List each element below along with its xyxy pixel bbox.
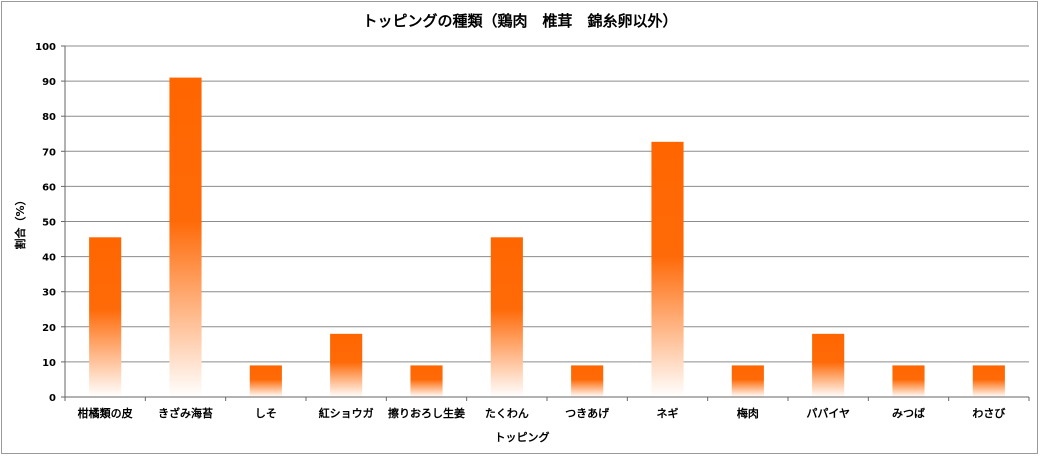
bar-8 xyxy=(731,365,764,397)
x-category-label: 擦りおろし生姜 xyxy=(388,406,465,420)
gridlines xyxy=(65,45,1029,363)
y-tick-label: 60 xyxy=(42,182,56,193)
bars xyxy=(89,77,1005,397)
y-tick-label: 0 xyxy=(49,393,56,404)
y-axis-label: 割合（%） xyxy=(13,194,27,249)
bar-1 xyxy=(169,77,202,397)
x-category-label: ネギ xyxy=(657,406,679,420)
x-category-label: 梅肉 xyxy=(737,406,759,420)
y-tick-label: 70 xyxy=(42,147,56,158)
y-tick-label: 100 xyxy=(35,42,56,53)
y-tick-label: 10 xyxy=(42,358,56,369)
x-category-label: きざみ海苔 xyxy=(158,406,213,420)
bar-10 xyxy=(892,365,925,397)
bar-11 xyxy=(972,365,1005,397)
x-category-label: 紅ショウガ xyxy=(319,406,374,420)
x-category-label: わさび xyxy=(972,406,1006,420)
x-axis-categories: 柑橘類の皮 きざみ海苔 しそ 紅ショウガ 擦りおろし生姜 たくわん つきあげ ネギ 梅肉 パパイヤ… xyxy=(64,397,1030,420)
bar-5 xyxy=(490,237,523,397)
x-category-label: つきあげ xyxy=(565,406,610,420)
y-tick-label: 30 xyxy=(42,288,56,299)
x-category-label: しそ xyxy=(255,407,277,420)
bar-3 xyxy=(330,333,363,397)
y-tick-label: 80 xyxy=(42,112,56,123)
bar-4 xyxy=(410,365,443,397)
x-category-label: パパイヤ xyxy=(806,407,850,420)
y-tick-label: 40 xyxy=(42,253,56,264)
x-category-label: たくわん xyxy=(485,407,529,420)
y-axis-ticks: 0 10 20 30 40 50 60 70 80 90 100 xyxy=(35,42,65,404)
bar-2 xyxy=(249,365,282,397)
x-category-label: 柑橘類の皮 xyxy=(78,406,133,420)
y-tick-label: 90 xyxy=(42,77,56,88)
bar-0 xyxy=(89,237,122,397)
x-category-label: みつば xyxy=(892,406,925,420)
x-axis-label: トッピング xyxy=(495,430,550,444)
y-tick-label: 20 xyxy=(42,323,56,334)
bar-9 xyxy=(812,333,845,397)
bar-6 xyxy=(571,365,604,397)
chart-title: トッピングの種類（鶏肉 椎茸 錦糸卵以外） xyxy=(362,12,677,30)
y-tick-label: 50 xyxy=(42,218,56,229)
bar-7 xyxy=(651,141,684,397)
